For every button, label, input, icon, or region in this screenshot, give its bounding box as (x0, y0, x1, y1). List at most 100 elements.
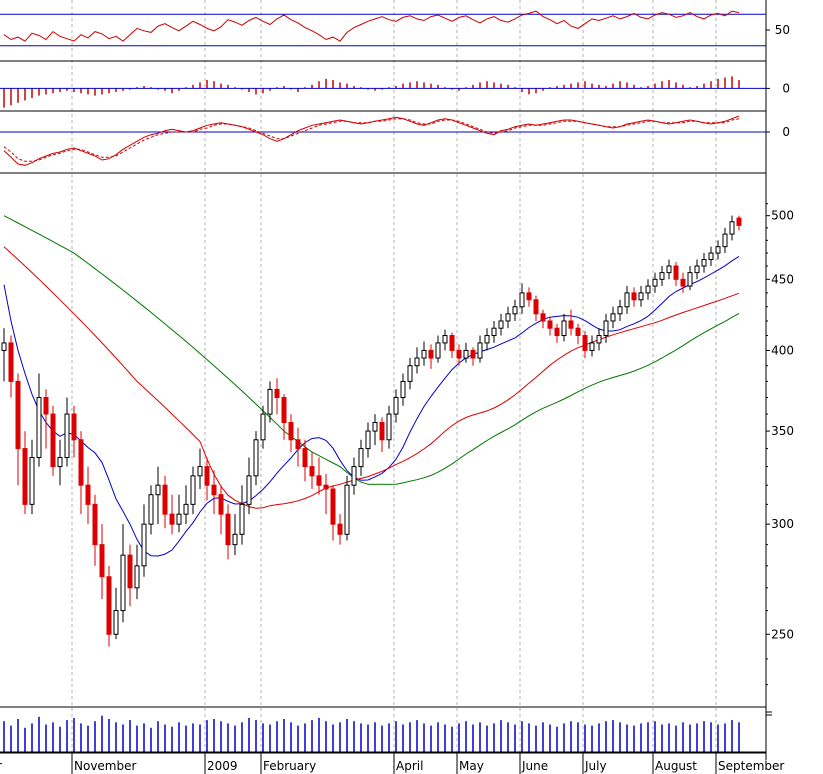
candle (29, 439, 35, 515)
rsi-tick-label-0: 50 (775, 23, 790, 37)
candle-body (85, 484, 91, 505)
candle-body (99, 544, 105, 578)
candle (288, 414, 294, 453)
candle (505, 306, 511, 329)
candle-body (372, 422, 378, 432)
candle (309, 452, 315, 489)
candle-body (708, 252, 714, 261)
candle (484, 328, 490, 351)
candle-body (8, 342, 14, 382)
candle (582, 331, 588, 359)
candle (295, 427, 301, 467)
candle-body (1, 342, 7, 351)
candle-body (624, 292, 630, 308)
price-tick-label-0: 500 (771, 209, 794, 223)
candle-body (498, 320, 504, 329)
price-tick-label-4: 300 (771, 517, 794, 531)
candle-body (351, 466, 357, 486)
candle-body (582, 335, 588, 351)
candle-body (505, 313, 511, 322)
candle (533, 295, 539, 321)
moving-average-30 (3, 246, 740, 509)
candle (50, 405, 56, 476)
candle (701, 253, 707, 273)
candle (281, 394, 287, 440)
candle (722, 227, 728, 254)
candle-body (722, 233, 728, 248)
price-tick-label-3: 350 (771, 424, 794, 438)
candle (400, 373, 406, 406)
x-tick-label-8: August (655, 759, 697, 773)
candle (687, 266, 693, 291)
x-tick-label-2: 2009 (207, 759, 238, 773)
candle (120, 524, 126, 623)
candle (78, 431, 84, 515)
candle-body (71, 413, 77, 441)
candle (540, 309, 546, 329)
candle-body (701, 259, 707, 267)
candle (344, 475, 350, 541)
candle-body (442, 335, 448, 344)
candle-body (22, 448, 28, 505)
candle-body (36, 397, 42, 459)
candle-body (463, 349, 469, 359)
candle-body (519, 292, 525, 308)
candle (617, 299, 623, 321)
candle-body (176, 513, 182, 525)
candle (99, 524, 105, 600)
candle (337, 514, 343, 545)
candle (57, 439, 63, 486)
candle-body (120, 554, 126, 612)
candle (372, 414, 378, 446)
candle-body (15, 380, 21, 450)
candle-body (414, 357, 420, 367)
candle (253, 431, 259, 486)
candle (323, 473, 329, 515)
price-tick-label-5: 250 (771, 627, 794, 641)
candle-body (694, 265, 700, 274)
candle-body (449, 335, 455, 351)
candle-body (29, 457, 35, 505)
candle-body (162, 484, 168, 515)
candle (225, 504, 231, 560)
candle-body (64, 413, 70, 459)
moving-average-10 (3, 255, 740, 557)
candle-body (407, 365, 413, 382)
candle (113, 587, 119, 640)
candle-body (393, 397, 399, 415)
candle (414, 347, 420, 374)
candle-body (729, 221, 735, 235)
candle-body (456, 349, 462, 359)
candle (491, 320, 497, 343)
candle-body (680, 278, 686, 287)
candle (127, 544, 133, 606)
candle (428, 344, 434, 369)
candle-body (365, 430, 371, 450)
candle-body (379, 422, 385, 441)
candle (547, 316, 553, 336)
moving-average-50 (3, 215, 740, 485)
price-tick-label-2: 400 (771, 343, 794, 357)
candle (106, 565, 112, 647)
candle (449, 332, 455, 359)
x-tick-label-9: September (718, 759, 784, 773)
candle (155, 466, 161, 525)
rsi-panel: 50 (0, 10, 790, 47)
candle (596, 328, 602, 351)
candle (204, 457, 210, 501)
candle-body (638, 292, 644, 301)
candle-body (400, 380, 406, 399)
candle (715, 240, 721, 260)
candle (589, 335, 595, 357)
candle-body (687, 272, 693, 287)
candle-body (43, 397, 49, 415)
candle-body (435, 342, 441, 359)
candle (169, 494, 175, 535)
candle (624, 286, 630, 314)
candle-body (232, 533, 238, 546)
candle (176, 494, 182, 533)
candle-body (78, 439, 84, 486)
candle (421, 341, 427, 366)
candle (8, 335, 14, 398)
candle-body (218, 494, 224, 515)
